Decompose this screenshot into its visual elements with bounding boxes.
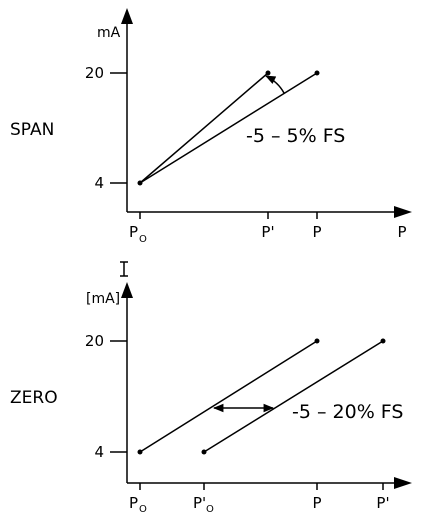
zero-point-p0prime [201, 449, 207, 455]
zero-line-shifted [203, 340, 384, 453]
zero-mode-label: ZERO [10, 388, 58, 408]
span-mode-label: SPAN [10, 120, 54, 140]
span-x-tick-label-p0: P [129, 223, 138, 241]
span-y-tick-label-high: 20 [85, 64, 104, 82]
span-point-p [314, 70, 320, 76]
span-point-start [137, 180, 143, 186]
zero-x-tick-label-p0-sub: O [139, 504, 147, 512]
zero-x-tick-label-p0prime: P' [193, 494, 206, 512]
zero-adjust-range: -5 – 20% FS [292, 401, 403, 423]
zero-point-pprime [380, 338, 386, 344]
span-point-pprime [265, 70, 271, 76]
zero-y-tick-label-high: 20 [85, 332, 104, 350]
zero-x-axis-arrow [394, 477, 412, 489]
zero-y-unit: [mA] [86, 291, 120, 307]
span-adjust-range: -5 – 5% FS [246, 125, 345, 147]
zero-x-tick-label-pprime: P' [376, 494, 389, 512]
span-x-axis-arrow [394, 206, 412, 218]
zero-line-nominal [139, 340, 318, 453]
span-panel: mA 20 4 SPAN -5 – 5% FS P O P' P P [10, 8, 412, 245]
zero-y-axis-arrow [121, 282, 133, 298]
zero-x-tick-label-p0: P [129, 494, 138, 512]
zero-y-symbol [120, 261, 128, 277]
span-x-tick-label-p0-sub: O [139, 234, 147, 245]
span-x-tick-label-pprime: P' [261, 223, 274, 241]
span-line-nominal [139, 72, 318, 184]
zero-point-p0 [137, 449, 143, 455]
zero-panel: I [mA] 20 4 ZERO -5 – 20% FS P O P' O P … [10, 261, 412, 512]
span-y-tick-label-low: 4 [94, 174, 104, 192]
span-adjust-arrow [265, 75, 285, 94]
span-x-axis-label: P [397, 223, 406, 241]
zero-x-tick-label-p0prime-sub: O [206, 504, 214, 512]
zero-point-p [314, 338, 320, 344]
span-line-adjusted [139, 72, 269, 184]
zero-x-tick-label-p: P [312, 494, 321, 512]
zero-y-tick-label-low: 4 [94, 443, 104, 461]
span-x-tick-label-p: P [312, 223, 321, 241]
span-y-axis-arrow [121, 8, 133, 24]
span-y-unit: mA [97, 25, 121, 41]
